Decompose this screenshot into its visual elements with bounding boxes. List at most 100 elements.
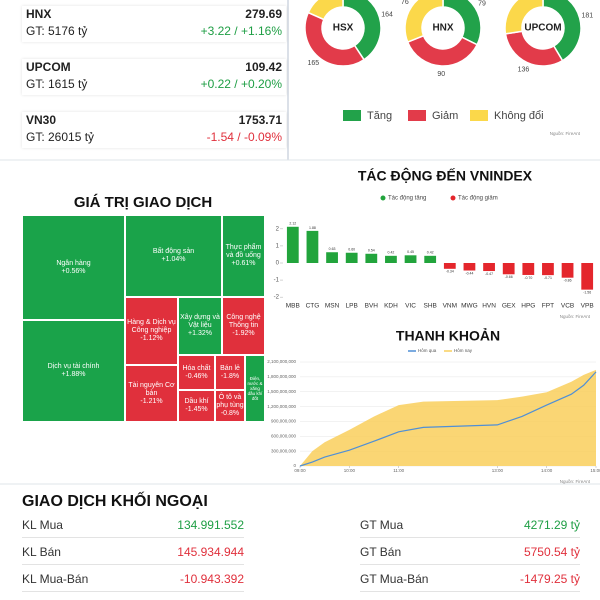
chart-title: TÁC ĐỘNG ĐẾN VNINDEX — [358, 167, 533, 184]
pie-slice — [504, 30, 564, 67]
legend-label: Hôm qua — [418, 348, 437, 353]
row-value: 145.934.944 — [177, 545, 244, 559]
x-tick-label: HVN — [482, 303, 496, 310]
index-value: 109.42 — [245, 60, 282, 74]
treemap-cell: Bất động sản +1.04% — [125, 215, 222, 297]
treemap-cell: Bán lẻ -1.8% — [215, 355, 245, 390]
sector-name: Dầu khí — [184, 398, 209, 405]
y-tick-label: -2 — [274, 295, 280, 301]
x-tick-label: 11:00 — [393, 468, 404, 473]
value-label: 0.42 — [388, 251, 395, 255]
slice-label: 79 — [478, 0, 486, 7]
pie-slice — [307, 0, 344, 21]
sector-change: -0.8% — [220, 410, 240, 417]
x-tick-label: HPG — [521, 303, 535, 310]
y-tick-label: 2 — [276, 226, 280, 232]
bar — [522, 263, 535, 275]
value-label: 2.12 — [289, 222, 296, 226]
sector-change: -0.46% — [185, 372, 208, 380]
card-row: GT: 1615 tỷ +0.22 / +0.20% — [26, 76, 282, 93]
bar — [561, 263, 574, 278]
bar — [542, 263, 554, 276]
x-tick-label: 10:00 — [344, 468, 356, 473]
bar — [286, 226, 299, 263]
sector-change: +0.56% — [61, 267, 86, 275]
pie-slice — [406, 34, 479, 67]
sector-name: Xây dựng và Vật liệu — [180, 314, 220, 329]
legend-dot — [380, 195, 386, 201]
bar — [443, 263, 456, 269]
treemap-cell: Công nghệ Thông tin -1.92% — [222, 297, 265, 355]
x-tick-label: VPB — [581, 303, 594, 310]
x-tick-label: KDH — [384, 303, 398, 310]
sector-name: Thực phẩm và đồ uống — [225, 244, 262, 259]
row-value: -10.943.392 — [179, 572, 244, 586]
legend-dot — [450, 195, 456, 201]
value-label: 0.45 — [407, 250, 414, 254]
row-value: 4271.29 tỷ — [523, 518, 580, 532]
y-tick-label: -1 — [274, 278, 280, 284]
y-tick-label: 1,800,000,000 — [267, 374, 296, 379]
row-label: KL Mua-Bán — [22, 572, 89, 586]
index-card: HNX 279.69 GT: 5176 tỷ +3.22 / +1.16% — [22, 6, 286, 42]
x-tick-label: MBB — [286, 303, 300, 310]
bar — [463, 263, 476, 271]
slice-label: 136 — [518, 66, 530, 73]
value-label: -0.34 — [446, 270, 454, 274]
foreign-row: KL Mua-Bán -10.943.392 — [22, 567, 244, 592]
bar — [306, 230, 319, 263]
treemap-cell: Dầu khí -1.45% — [178, 390, 215, 422]
index-gt: GT: 26015 tỷ — [26, 130, 95, 144]
y-tick-label: 0 — [293, 463, 296, 468]
source: Nguồn: FireAnt — [560, 479, 591, 484]
sector-name: Hàng & Dịch vụ Công nghiệp — [127, 319, 176, 334]
treemap-cell: Dịch vụ tài chính +1.88% — [22, 320, 125, 422]
value-label: -0.70 — [524, 276, 532, 280]
x-tick-label: 15:00 — [590, 468, 600, 473]
sector-name: Hóa chất — [182, 364, 211, 372]
x-tick-label: MSN — [325, 303, 340, 310]
index-gt: GT: 1615 tỷ — [26, 77, 88, 91]
sector-change: -1.8% — [220, 372, 240, 380]
donut-title: HSX — [333, 23, 354, 34]
x-tick-label: LPB — [346, 303, 358, 310]
y-tick-label: 900,000,000 — [271, 419, 297, 424]
section-title: GIAO DỊCH KHỐI NGOẠI — [22, 493, 208, 510]
pie-slice — [542, 0, 582, 62]
sector-name: Tài nguyên Cơ bản — [128, 381, 175, 397]
y-tick-label: 1,500,000,000 — [267, 389, 296, 394]
treemap-cell: Điện, nước & xăng dầu khí đốt — [245, 355, 265, 422]
value-label: -0.47 — [485, 272, 493, 276]
sector-change: +0.61% — [231, 260, 256, 267]
sector-name: Ô tô và phụ tùng — [216, 394, 244, 409]
x-tick-label: 14:00 — [541, 468, 553, 473]
legend-label: Tác động tăng — [388, 196, 426, 202]
row-label: KL Bán — [22, 545, 61, 559]
pie-slice — [504, 0, 544, 35]
slice-label: 120 — [502, 0, 514, 2]
y-tick-label: 600,000,000 — [271, 433, 297, 438]
card-row: GT: 26015 tỷ -1.54 / -0.09% — [26, 129, 282, 146]
treemap-cell: Tài nguyên Cơ bản -1.21% — [125, 365, 178, 422]
treemap-cell: Xây dựng và Vật liệu +1.32% — [178, 297, 222, 355]
legend-label: Không đổi — [494, 110, 544, 122]
value-label: -0.66 — [505, 275, 513, 279]
sector-change: +1.32% — [188, 330, 212, 337]
legend-label: Tác động giảm — [458, 196, 498, 202]
row-label: GT Mua-Bán — [360, 572, 429, 586]
sector-name: Bất động sản — [152, 248, 195, 255]
y-tick-label: 2,100,000,000 — [267, 359, 296, 364]
bar — [581, 263, 594, 290]
y-tick-label: 1,200,000,000 — [267, 404, 296, 409]
sector-change: -1.21% — [140, 397, 163, 405]
bar — [385, 255, 397, 263]
row-label: GT Bán — [360, 545, 402, 559]
card-row: UPCOM 109.42 — [26, 59, 282, 76]
legend-label: Tăng — [367, 110, 392, 122]
value-label: -0.44 — [465, 271, 473, 275]
card-row: HNX 279.69 — [26, 6, 282, 23]
y-tick-label: 300,000,000 — [271, 448, 297, 453]
value-label: 1.88 — [309, 226, 316, 230]
bar — [424, 255, 437, 263]
